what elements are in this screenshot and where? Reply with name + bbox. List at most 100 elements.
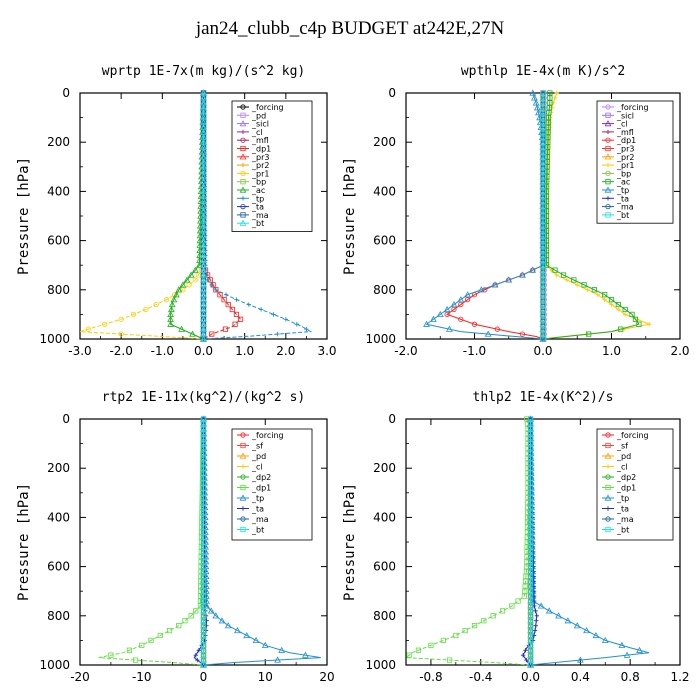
y-tick-label: 800 xyxy=(47,283,70,297)
series-point-marker xyxy=(527,529,534,535)
legend-marker xyxy=(605,170,611,176)
y-tick-label: 600 xyxy=(373,560,396,574)
series-point-marker xyxy=(212,612,220,619)
series-point-marker xyxy=(192,277,198,283)
y-tick-label: 600 xyxy=(47,234,70,248)
series-point-marker xyxy=(540,110,546,116)
series-point-marker xyxy=(531,564,536,569)
series-point-marker xyxy=(585,287,590,292)
series-point-marker xyxy=(200,647,207,653)
series-point-marker xyxy=(200,568,207,575)
series-point-marker xyxy=(632,316,639,322)
x-tick-label: -20 xyxy=(70,670,90,684)
series-point-marker xyxy=(444,311,450,317)
series-point-marker xyxy=(195,272,201,278)
legend-marker xyxy=(240,464,246,469)
x-tick-label: -0.4 xyxy=(469,670,492,684)
series-point-marker xyxy=(527,519,534,525)
series-point-marker xyxy=(302,651,309,658)
chart-panel-4: thlp2 1E-4x(K^2)/s Pressure [hPa] -0.8 -0.4… xyxy=(342,390,690,684)
series-point-marker xyxy=(527,524,534,530)
series-point-marker xyxy=(423,320,430,327)
page-title: jan24_clubb_c4p BUDGET at242E,27N xyxy=(195,18,505,39)
panel-title: rtp2 1E-11x(kg^2)/(kg^2 s) xyxy=(102,390,306,405)
series-point-marker xyxy=(200,335,207,342)
series-point-marker xyxy=(545,115,552,121)
series-point-marker xyxy=(166,627,173,634)
series-point-marker xyxy=(200,480,207,486)
series-point-marker xyxy=(602,292,608,298)
legend-entry: _tp xyxy=(616,186,629,195)
series-point-marker xyxy=(163,297,170,303)
series-point-marker xyxy=(294,322,300,327)
series-point-marker xyxy=(481,618,487,624)
legend-marker xyxy=(605,112,611,118)
legend: _forcing _sf_pd _cl_dp2 _dp1_tp _ta_ma _bt xyxy=(596,428,674,541)
series-point-marker xyxy=(499,608,506,614)
series-point-marker xyxy=(527,632,534,639)
legend-entry: _sicl xyxy=(616,111,634,120)
series-point-marker xyxy=(540,247,546,254)
series-point-marker xyxy=(618,641,626,648)
series-point-marker xyxy=(527,623,534,629)
series-point-marker xyxy=(200,539,207,545)
legend-marker xyxy=(605,162,611,168)
series-point-marker xyxy=(118,316,124,322)
series-point-marker xyxy=(540,218,546,224)
legend-marker xyxy=(240,204,246,210)
x-tick-label: -2.0 xyxy=(394,344,417,358)
series-point-marker xyxy=(521,593,527,599)
series-point-marker xyxy=(527,426,534,432)
series-point-marker xyxy=(527,593,534,599)
series-point-marker xyxy=(505,276,513,283)
series-point-marker xyxy=(540,233,546,239)
y-tick-label: 400 xyxy=(373,184,396,198)
legend-entry: _sf xyxy=(251,442,263,451)
series-point-marker xyxy=(527,657,534,663)
series-point-marker xyxy=(222,326,229,332)
series-point-marker xyxy=(153,301,159,308)
legend-marker xyxy=(240,526,246,533)
series-point-marker xyxy=(200,450,207,457)
legend-marker xyxy=(605,204,611,210)
series-point-marker xyxy=(534,618,539,623)
series-point-marker xyxy=(213,287,219,292)
series-point-marker xyxy=(540,198,546,204)
series-point-marker xyxy=(168,305,175,313)
legend-marker xyxy=(605,526,611,533)
series-point-marker xyxy=(586,331,592,337)
series-point-marker xyxy=(533,104,541,111)
series-point-marker xyxy=(609,302,614,307)
series-point-marker xyxy=(200,470,207,476)
series-point-marker xyxy=(623,651,631,658)
series-point-marker xyxy=(524,524,531,530)
series-point-marker xyxy=(527,637,534,644)
series-point-marker xyxy=(527,554,534,560)
series-point-marker xyxy=(200,593,207,599)
panel-title: thlp2 1E-4x(K^2)/s xyxy=(473,390,614,405)
series-point-marker xyxy=(200,445,207,452)
legend-marker xyxy=(240,442,246,449)
series-point-marker xyxy=(523,648,528,653)
legend-marker xyxy=(604,452,612,459)
series-point-marker xyxy=(540,297,546,303)
y-axis-label: Pressure [hPa] xyxy=(342,157,358,275)
series-line xyxy=(203,418,321,666)
series-point-marker xyxy=(200,416,207,422)
series-point-marker xyxy=(446,657,453,663)
series-point-marker xyxy=(533,608,538,614)
series-point-marker xyxy=(200,603,207,609)
series-point-marker xyxy=(200,549,207,555)
legend-entry: _dp1 xyxy=(251,145,271,154)
series-point-marker xyxy=(537,602,545,609)
legend-entry: _bt xyxy=(251,526,264,535)
legend-entry: _dp2 xyxy=(616,473,636,482)
series-point-marker xyxy=(148,637,154,644)
x-tick-label: 2.0 xyxy=(276,344,295,358)
series-point-marker xyxy=(540,252,546,258)
series-point-marker xyxy=(200,618,207,624)
series-point-marker xyxy=(547,90,553,96)
series-point-marker xyxy=(186,282,192,288)
series-bt xyxy=(200,89,207,342)
